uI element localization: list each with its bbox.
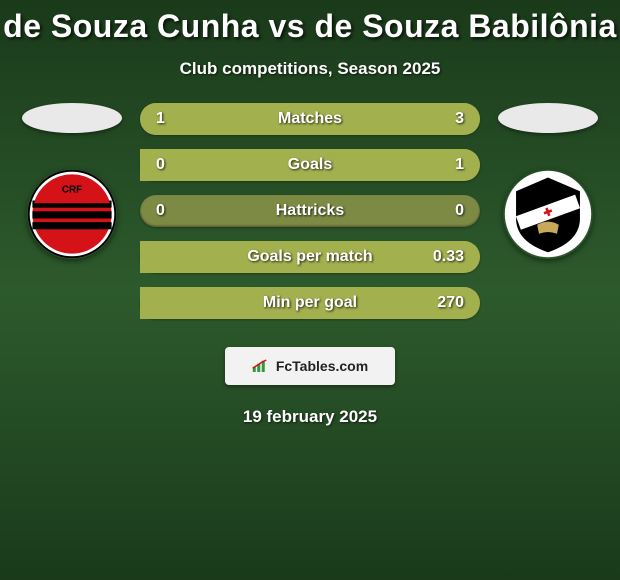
svg-text:CRF: CRF (62, 184, 82, 195)
right-crest: ✚ (503, 169, 593, 259)
stat-value-left: 0 (156, 202, 208, 220)
stat-value-right: 1 (412, 156, 464, 174)
stat-label: Goals per match (208, 248, 412, 266)
right-oval (498, 103, 598, 133)
stat-label: Min per goal (208, 294, 412, 312)
comparison-row: CRF 1Matches30Goals10Hattricks0Goals per… (0, 103, 620, 319)
date-label: 19 february 2025 (243, 407, 377, 427)
stat-value-right: 3 (412, 110, 464, 128)
stat-value-left: 0 (156, 156, 208, 174)
stats-list: 1Matches30Goals10Hattricks0Goals per mat… (140, 103, 480, 319)
left-oval (22, 103, 122, 133)
stat-row: Min per goal270 (140, 287, 480, 319)
page-subtitle: Club competitions, Season 2025 (180, 59, 441, 79)
left-crest: CRF (27, 169, 117, 259)
stat-value-left: 1 (156, 110, 208, 128)
attribution-text: FcTables.com (276, 358, 368, 374)
stat-row: 0Goals1 (140, 149, 480, 181)
stat-value-right: 0 (412, 202, 464, 220)
stat-row: Goals per match0.33 (140, 241, 480, 273)
stat-label: Hattricks (208, 202, 412, 220)
stat-value-right: 0.33 (412, 248, 464, 266)
right-side: ✚ (498, 103, 598, 259)
attribution-badge: FcTables.com (225, 347, 395, 385)
vasco-crest-icon: ✚ (503, 169, 593, 259)
stat-row: 0Hattricks0 (140, 195, 480, 227)
page-title: de Souza Cunha vs de Souza Babilônia (3, 8, 617, 45)
flamengo-crest-icon: CRF (27, 169, 117, 259)
stat-row: 1Matches3 (140, 103, 480, 135)
chart-icon (252, 359, 270, 373)
stat-label: Goals (208, 156, 412, 174)
stat-label: Matches (208, 110, 412, 128)
left-side: CRF (22, 103, 122, 259)
stat-value-right: 270 (412, 294, 464, 312)
